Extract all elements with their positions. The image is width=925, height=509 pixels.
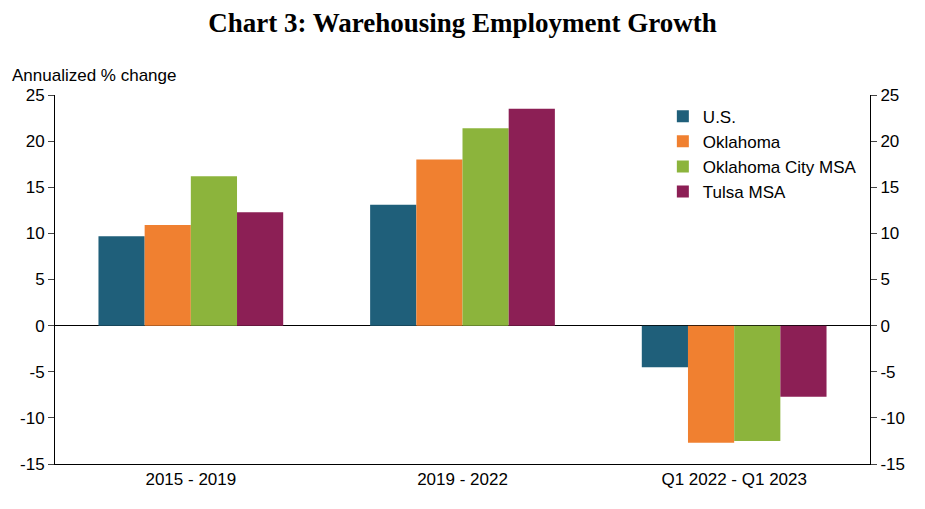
svg-text:2015 - 2019: 2015 - 2019 [145,470,236,489]
svg-text:15: 15 [26,178,45,197]
svg-text:-5: -5 [29,363,44,382]
svg-text:-5: -5 [880,363,895,382]
svg-text:0: 0 [35,317,44,336]
svg-text:Tulsa MSA: Tulsa MSA [703,183,786,202]
svg-text:10: 10 [880,224,899,243]
svg-text:-10: -10 [20,409,45,428]
svg-text:15: 15 [880,178,899,197]
svg-text:25: 25 [880,86,899,105]
svg-text:Oklahoma City MSA: Oklahoma City MSA [703,158,857,177]
svg-text:10: 10 [26,224,45,243]
svg-text:2019 - 2022: 2019 - 2022 [417,470,508,489]
svg-text:-15: -15 [20,455,45,474]
svg-text:U.S.: U.S. [703,108,736,127]
svg-text:0: 0 [880,317,889,336]
svg-text:5: 5 [35,270,44,289]
svg-text:Chart 3: Warehousing Employmen: Chart 3: Warehousing Employment Growth [208,8,717,38]
svg-text:-10: -10 [880,409,905,428]
svg-text:20: 20 [26,132,45,151]
svg-text:Annualized % change: Annualized % change [12,66,176,85]
svg-text:25: 25 [26,86,45,105]
svg-text:-15: -15 [880,455,905,474]
svg-text:Q1 2022 - Q1 2023: Q1 2022 - Q1 2023 [661,470,807,489]
svg-text:5: 5 [880,270,889,289]
svg-text:Oklahoma: Oklahoma [703,133,781,152]
svg-text:20: 20 [880,132,899,151]
